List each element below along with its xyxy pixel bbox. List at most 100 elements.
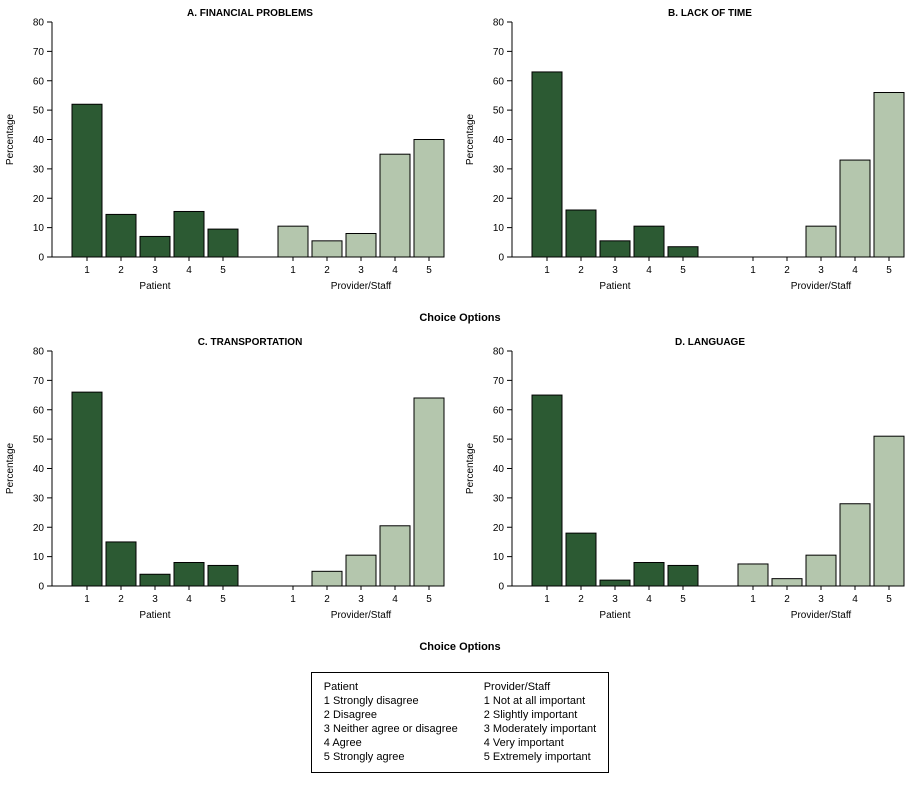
svg-text:1: 1 [290,265,296,276]
svg-text:60: 60 [493,76,505,87]
svg-text:5: 5 [886,594,892,605]
legend-heading-patient: Patient [323,681,359,693]
svg-text:20: 20 [33,523,45,534]
svg-text:5: 5 [426,594,432,605]
svg-text:4: 4 [852,594,858,605]
svg-text:30: 30 [493,493,505,504]
svg-text:3: 3 [818,594,824,605]
svg-text:30: 30 [493,164,505,175]
chart-svg: C. TRANSPORTATION Percentage 0 10 20 30 40 50 60… [5,337,445,621]
svg-text:A. FINANCIAL PROBLEMS: A. FINANCIAL PROBLEMS [187,8,313,19]
svg-text:0: 0 [38,582,44,593]
svg-text:C. TRANSPORTATION: C. TRANSPORTATION [198,337,303,348]
svg-text:60: 60 [33,405,45,416]
svg-text:Provider/Staff: Provider/Staff [331,610,392,621]
svg-text:60: 60 [493,405,505,416]
svg-text:Percentage: Percentage [465,442,476,494]
svg-text:Patient: Patient [139,610,170,621]
svg-text:D. LANGUAGE: D. LANGUAGE [675,337,745,348]
legend: Patient 1 Strongly disagree 2 Disagree 3… [0,672,920,773]
x-axis-title-row-2: Choice Options [419,641,501,653]
svg-text:0: 0 [498,582,504,593]
svg-text:4: 4 [852,265,858,276]
svg-text:5: 5 [220,594,226,605]
svg-text:3: 3 [818,265,824,276]
svg-text:20: 20 [493,194,505,205]
svg-text:80: 80 [33,347,45,358]
svg-text:1: 1 [544,265,550,276]
legend-heading-provider-staff: Provider/Staff [483,681,551,693]
svg-text:10: 10 [493,552,505,563]
svg-text:50: 50 [493,106,505,117]
svg-text:4: 4 [186,594,192,605]
svg-text:Provider/Staff: Provider/Staff [791,281,852,292]
legend-column-patient: Patient 1 Strongly disagree 2 Disagree 3… [324,680,458,764]
legend-item: 2 Slightly important [483,709,578,721]
legend-item: 1 Not at all important [483,695,586,707]
svg-text:4: 4 [392,265,398,276]
legend-item: 2 Disagree [323,709,377,721]
svg-text:2: 2 [784,594,790,605]
svg-text:Percentage: Percentage [5,442,16,494]
svg-text:3: 3 [358,265,364,276]
svg-text:10: 10 [493,223,505,234]
svg-text:0: 0 [38,253,44,264]
svg-text:2: 2 [578,594,584,605]
svg-text:3: 3 [612,594,618,605]
svg-text:Percentage: Percentage [5,113,16,165]
svg-text:40: 40 [33,464,45,475]
svg-text:20: 20 [493,523,505,534]
svg-text:30: 30 [33,493,45,504]
svg-text:70: 70 [493,376,505,387]
svg-text:4: 4 [646,265,652,276]
chart-panel-lack-of-time: B. LACK OF TIME Percentage 0 10 20 30 40 50 60 70… [460,4,920,309]
svg-text:Patient: Patient [139,281,170,292]
x-axis-title-row-1: Choice Options [419,312,501,324]
svg-text:4: 4 [646,594,652,605]
svg-text:10: 10 [33,223,45,234]
svg-text:1: 1 [750,594,756,605]
svg-text:2: 2 [118,265,124,276]
svg-text:80: 80 [33,18,45,29]
svg-text:70: 70 [33,47,45,58]
svg-text:1: 1 [84,265,90,276]
chart-svg: B. LACK OF TIME Percentage 0 10 20 30 40 50 60 70… [465,8,905,292]
svg-text:3: 3 [152,265,158,276]
svg-text:B. LACK OF TIME: B. LACK OF TIME [668,8,752,19]
legend-item: 5 Strongly agree [323,751,405,763]
chart-svg: A. FINANCIAL PROBLEMS Percentage 0 10 20 30 40… [5,8,445,292]
svg-text:1: 1 [290,594,296,605]
chart-panel-language: D. LANGUAGE Percentage 0 10 20 30 40 50 60 70 80 1 2… [460,333,920,638]
svg-text:10: 10 [33,552,45,563]
svg-text:40: 40 [33,135,45,146]
svg-text:Percentage: Percentage [465,113,476,165]
legend-item: 3 Neither agree or disagree [323,723,458,735]
svg-text:4: 4 [186,265,192,276]
svg-text:5: 5 [220,265,226,276]
chart-row-1: A. FINANCIAL PROBLEMS Percentage 0 10 20 30 40… [0,4,920,309]
svg-text:2: 2 [118,594,124,605]
svg-text:Provider/Staff: Provider/Staff [791,610,852,621]
svg-text:40: 40 [493,464,505,475]
svg-text:70: 70 [33,376,45,387]
legend-item: 4 Very important [483,737,564,749]
svg-text:2: 2 [784,265,790,276]
legend-item: 5 Extremely important [483,751,591,763]
svg-text:80: 80 [493,18,505,29]
svg-text:5: 5 [680,594,686,605]
chart-svg: D. LANGUAGE Percentage 0 10 20 30 40 50 60 70 80 1 2… [465,337,905,621]
svg-text:1: 1 [750,265,756,276]
svg-text:3: 3 [358,594,364,605]
legend-item: 3 Moderately important [483,723,597,735]
svg-text:0: 0 [498,253,504,264]
svg-text:1: 1 [84,594,90,605]
svg-text:50: 50 [33,435,45,446]
svg-text:2: 2 [578,265,584,276]
svg-text:2: 2 [324,594,330,605]
figure: A. FINANCIAL PROBLEMS Percentage 0 10 20 30 40… [0,4,920,773]
svg-text:50: 50 [33,106,45,117]
legend-item: 1 Strongly disagree [323,695,419,707]
chart-panel-financial-problems: A. FINANCIAL PROBLEMS Percentage 0 10 20 30 40… [0,4,460,309]
svg-text:Patient: Patient [599,281,630,292]
svg-text:4: 4 [392,594,398,605]
